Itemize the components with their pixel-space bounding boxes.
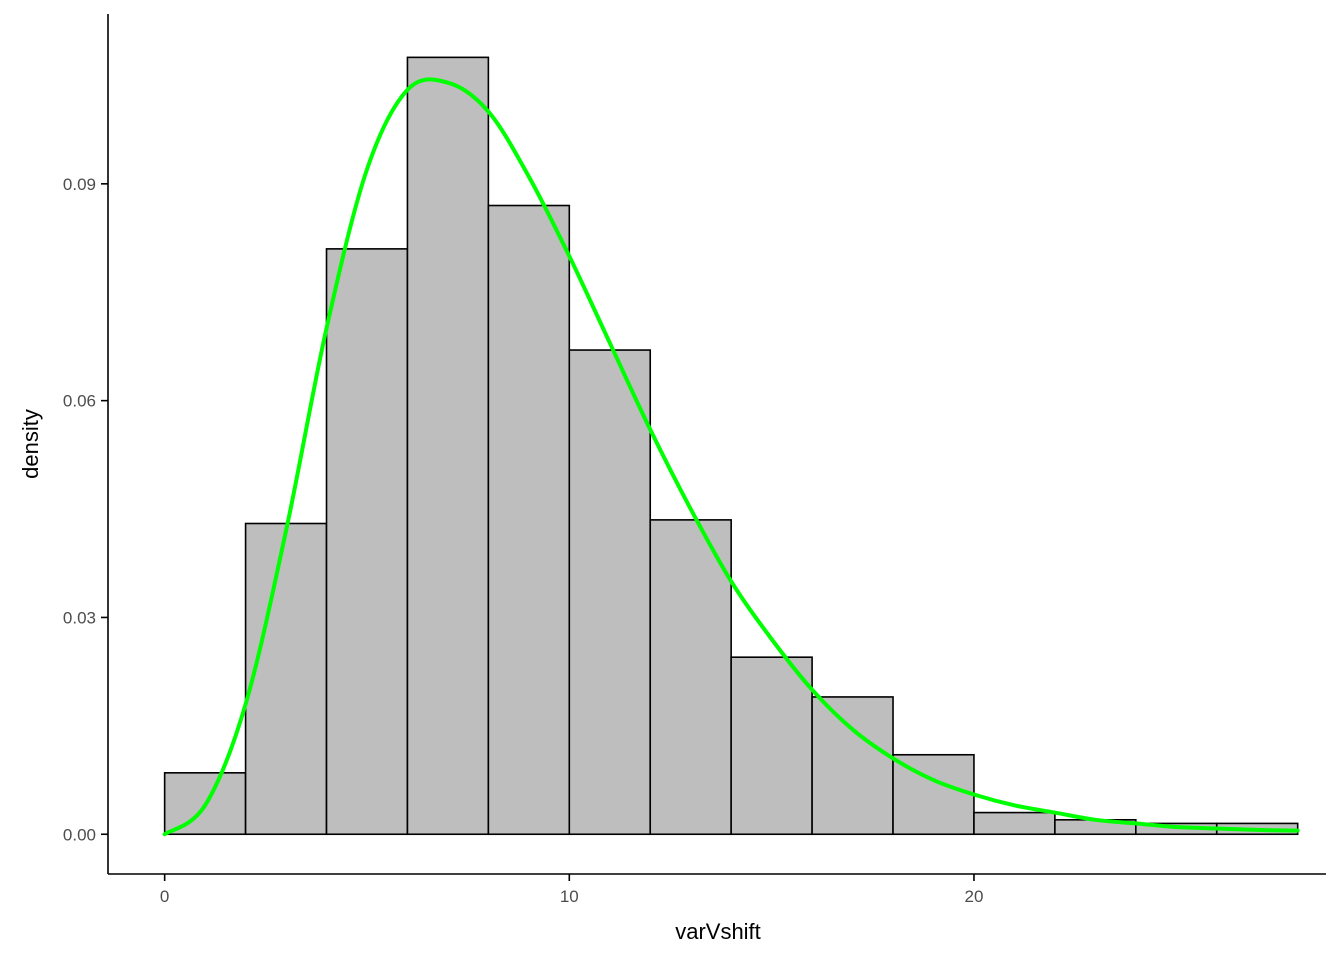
y-axis-ticks: 0.00 0.03 0.06 0.09 xyxy=(63,175,108,844)
histogram-bar xyxy=(325,248,409,836)
x-tick-label: 0 xyxy=(160,887,169,906)
histogram-bar xyxy=(406,56,490,836)
x-tick-label: 20 xyxy=(964,887,983,906)
x-axis-title: varVshift xyxy=(675,919,761,944)
y-axis-title: density xyxy=(18,409,43,479)
y-tick-label: 0.06 xyxy=(63,392,96,411)
histogram-bar xyxy=(649,519,732,836)
histogram-bar xyxy=(568,349,652,836)
density-curve xyxy=(162,77,1300,837)
x-tick-label: 10 xyxy=(560,887,579,906)
histogram-bar xyxy=(973,811,1056,836)
y-tick-label: 0.00 xyxy=(63,825,96,844)
histogram-bars xyxy=(163,56,1299,836)
y-tick-label: 0.03 xyxy=(63,608,96,627)
x-axis-ticks: 0 10 20 xyxy=(160,874,983,906)
histogram-bar xyxy=(244,522,328,836)
y-tick-label: 0.09 xyxy=(63,175,96,194)
histogram-bar xyxy=(811,696,894,836)
histogram-bar xyxy=(730,656,813,836)
histogram-bar xyxy=(487,204,571,836)
